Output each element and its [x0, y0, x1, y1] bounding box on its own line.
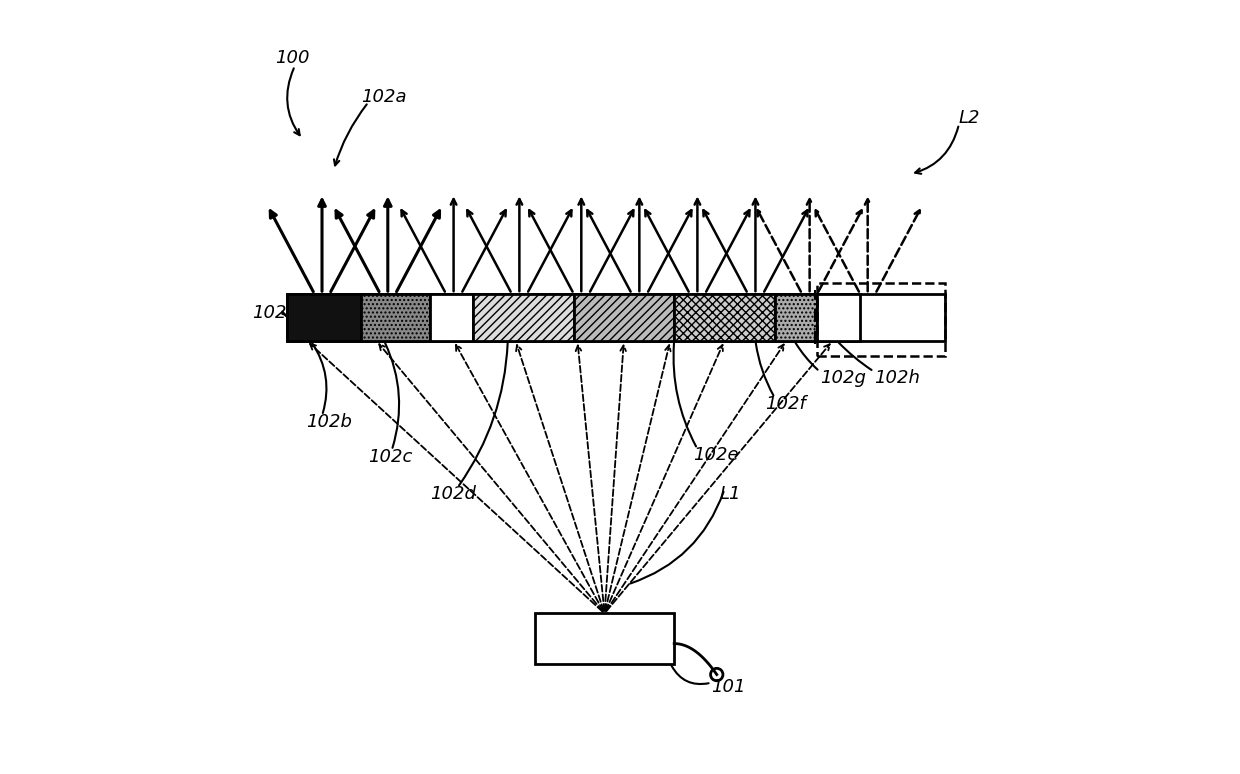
Bar: [675, 294, 775, 341]
Text: 102a: 102a: [361, 87, 407, 106]
Bar: [574, 294, 675, 341]
Bar: [288, 294, 945, 341]
Bar: [472, 294, 574, 341]
Bar: [430, 294, 472, 341]
Text: 102: 102: [253, 304, 286, 323]
Bar: [534, 613, 675, 664]
Text: 102b: 102b: [306, 413, 352, 431]
Text: 102d: 102d: [430, 485, 476, 503]
Bar: [361, 294, 430, 341]
Text: 102c: 102c: [368, 447, 413, 466]
Text: 102h: 102h: [874, 368, 920, 387]
Bar: [817, 294, 861, 341]
Text: 102e: 102e: [693, 446, 739, 464]
Text: 101: 101: [712, 678, 745, 697]
Text: 102f: 102f: [765, 395, 806, 413]
Text: 100: 100: [275, 49, 310, 67]
Text: L1: L1: [719, 485, 740, 503]
Text: 102g: 102g: [820, 368, 866, 387]
Bar: [817, 283, 945, 356]
Bar: [775, 294, 817, 341]
Bar: [288, 294, 361, 341]
Text: L2: L2: [959, 108, 981, 127]
